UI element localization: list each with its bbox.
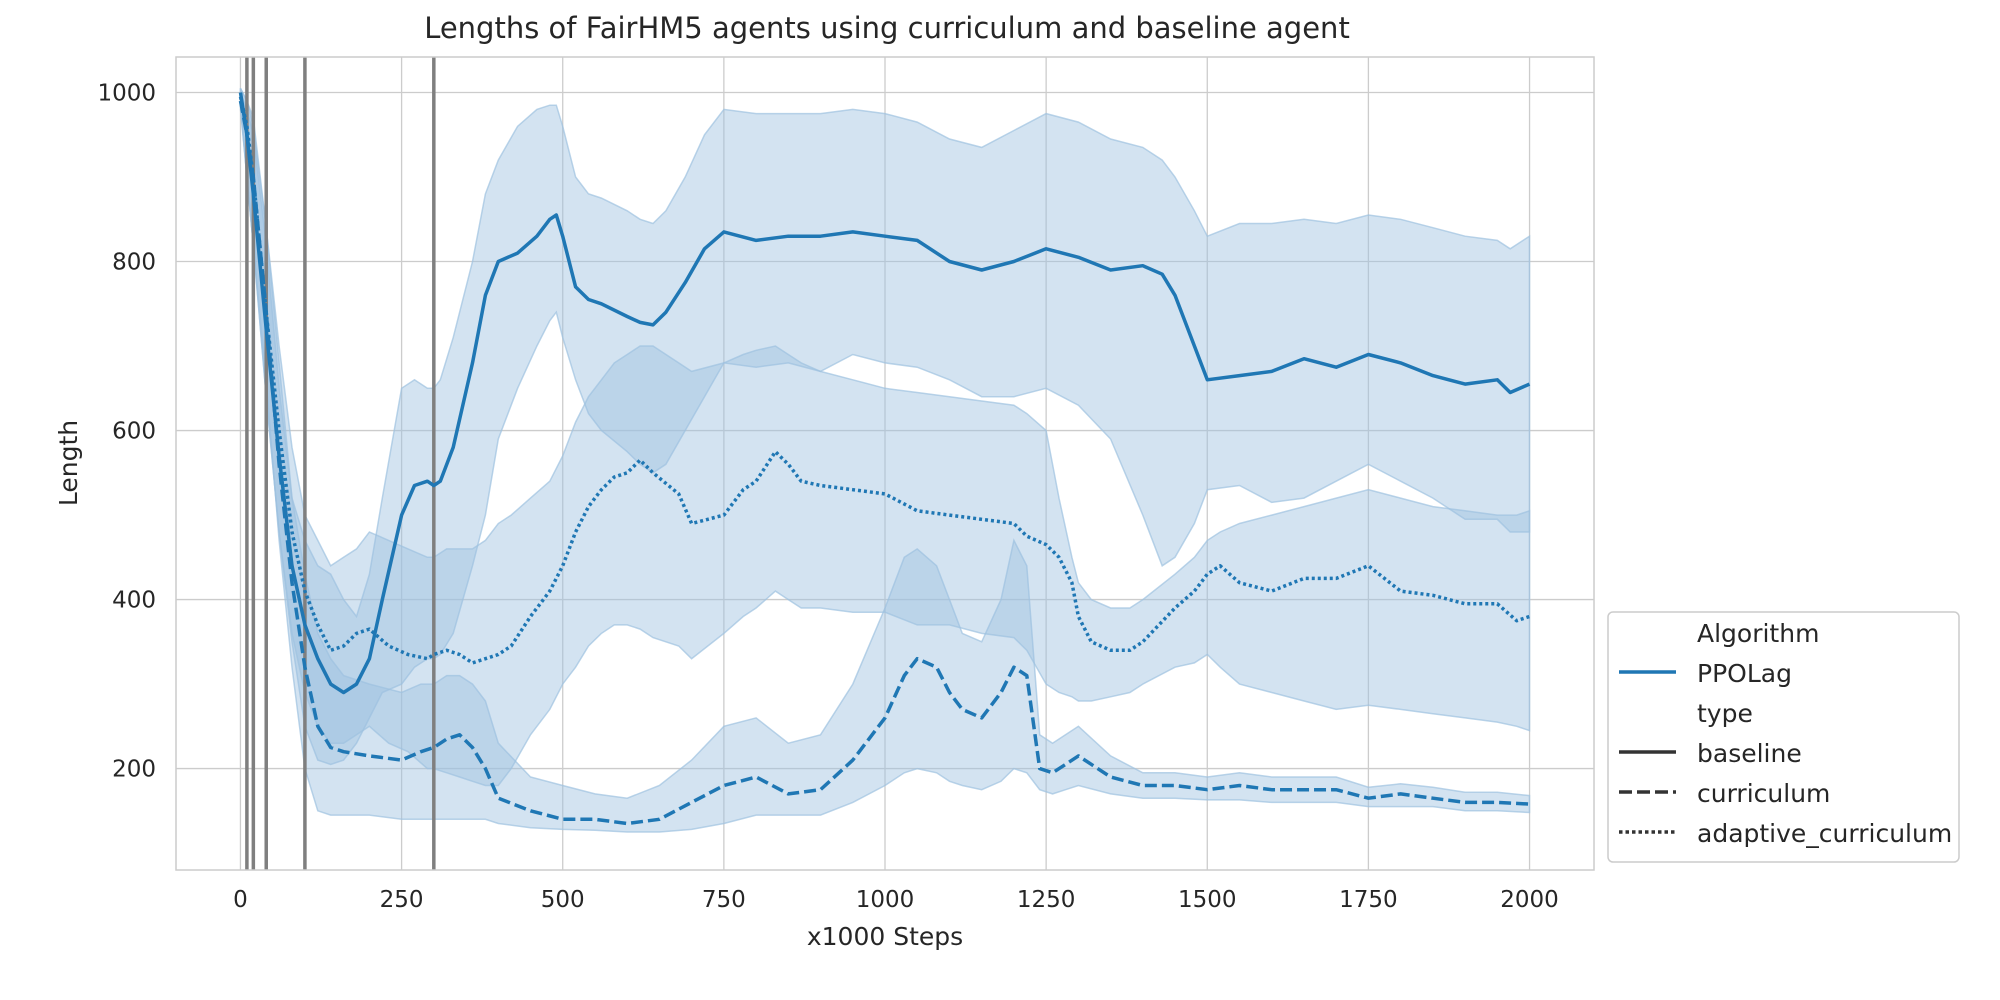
legend: Algorithm PPOLag type baseline curriculu… <box>1607 611 1960 863</box>
x-tick-label: 2000 <box>1500 887 1559 913</box>
legend-entry-adaptive-curriculum: adaptive_curriculum <box>1697 819 1952 848</box>
legend-title-type: type <box>1697 699 1753 728</box>
x-tick-label: 1500 <box>1178 887 1237 913</box>
y-tick-label: 1000 <box>97 80 156 106</box>
series-lines <box>238 92 1531 826</box>
x-tick-label: 1750 <box>1339 887 1398 913</box>
legend-box <box>1607 611 1960 863</box>
y-tick-label: 400 <box>112 588 156 614</box>
series-line-adaptive_curriculum <box>238 96 1531 665</box>
confidence-bands <box>239 87 1531 833</box>
band-curriculum <box>239 92 1531 833</box>
legend-title-algorithm: Algorithm <box>1697 619 1819 648</box>
y-tick-label: 600 <box>112 419 156 445</box>
y-tick-labels: 200 400 600 800 1000 <box>97 80 156 782</box>
series-line-baseline <box>238 92 1531 695</box>
grid <box>176 57 1594 870</box>
x-tick-label: 1250 <box>1017 887 1076 913</box>
legend-entry-curriculum: curriculum <box>1697 779 1830 808</box>
band-adaptive_curriculum <box>239 87 1531 787</box>
series-line-curriculum <box>238 100 1530 826</box>
y-tick-label: 200 <box>112 757 156 783</box>
legend-entry-ppolag: PPOLag <box>1697 659 1792 688</box>
x-tick-label: 0 <box>233 887 248 913</box>
chart-title: Lengths of FairHM5 agents using curricul… <box>424 11 1350 45</box>
x-tick-label: 1000 <box>856 887 915 913</box>
x-axis-label: x1000 Steps <box>807 922 963 951</box>
plot-area-frame <box>175 56 1595 871</box>
x-tick-labels: 0 250 500 750 1000 1250 1500 1750 2000 <box>233 887 1559 913</box>
x-tick-label: 250 <box>380 887 424 913</box>
x-tick-label: 750 <box>702 887 746 913</box>
y-axis-label: Length <box>54 420 83 506</box>
x-tick-label: 500 <box>541 887 585 913</box>
y-tick-label: 800 <box>112 250 156 276</box>
legend-entry-baseline: baseline <box>1697 739 1802 768</box>
